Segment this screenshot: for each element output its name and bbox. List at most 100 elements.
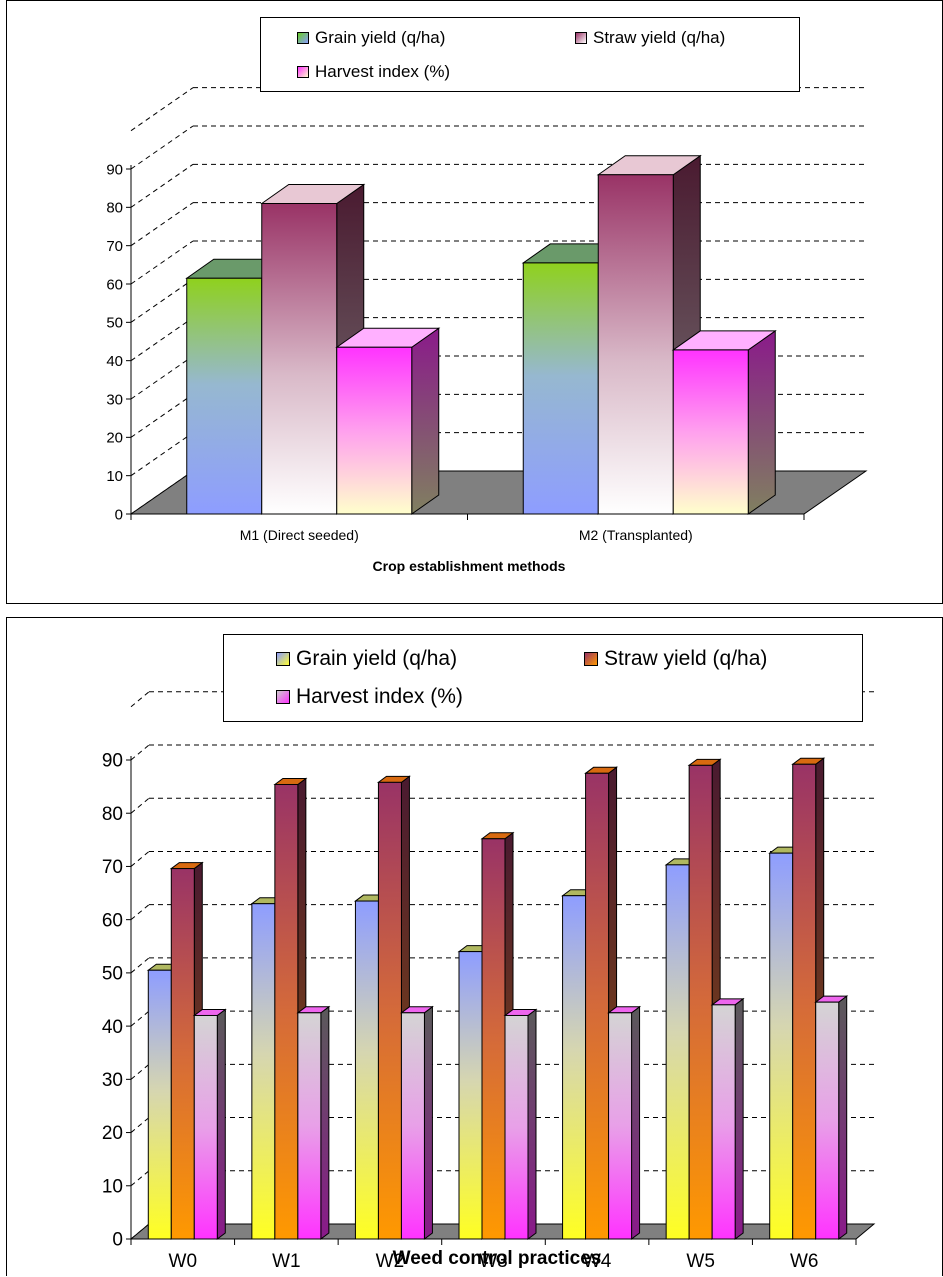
gridline-connector <box>130 393 194 438</box>
gridline-connector <box>130 744 150 761</box>
legend-swatch-grain <box>276 652 290 666</box>
x-tick-label: W2 <box>376 1251 405 1272</box>
bar-front <box>597 174 674 515</box>
bar-front <box>815 1001 840 1240</box>
x-tick-label: M1 (Direct seeded) <box>240 527 359 543</box>
bar-front <box>354 900 379 1240</box>
bar-front <box>711 1004 736 1240</box>
bar-front <box>297 1012 322 1240</box>
legend-swatch-harvest <box>276 690 290 704</box>
legend: Grain yield (q/ha) Straw yield (q/ha) Ha… <box>260 17 800 92</box>
bar-harvest-index-m1-direct-seeded <box>335 327 441 515</box>
y-tick-label: 20 <box>102 1123 123 1144</box>
bar-harvest-index-w0 <box>192 1008 227 1240</box>
y-tick-label: 20 <box>106 430 123 447</box>
y-tick-label: 90 <box>102 751 123 772</box>
bar-front <box>336 346 413 515</box>
bar-front <box>792 763 817 1240</box>
legend-label: Straw yield (q/ha) <box>604 647 768 670</box>
y-tick-label: 80 <box>102 804 123 825</box>
y-tick-label: 80 <box>106 200 123 217</box>
x-tick-label: M2 (Transplanted) <box>579 527 693 543</box>
legend-swatch-straw <box>575 32 587 44</box>
bar-front <box>274 783 299 1240</box>
bar-front <box>769 852 794 1240</box>
chart-panel-crop-establishment: 0 10 20 30 40 50 60 70 80 90 M1 (Direct seeded) M2 … <box>6 0 943 604</box>
bar-side <box>838 995 848 1240</box>
bar-harvest-index-w6 <box>814 995 849 1240</box>
bar-front <box>522 262 599 515</box>
gridline-connector <box>130 1170 150 1187</box>
x-tick-label: W5 <box>686 1251 715 1272</box>
gridline-connector <box>130 87 194 132</box>
bar-side <box>734 997 744 1240</box>
bar-front <box>608 1012 633 1240</box>
legend-item-harvest-index: Harvest index (%) <box>276 685 463 709</box>
y-tick-label: 50 <box>106 315 123 332</box>
bar-side <box>320 1005 330 1240</box>
bar-front <box>481 838 506 1240</box>
legend: Grain yield (q/ha) Straw yield (q/ha) Ha… <box>223 634 863 722</box>
legend-label: Grain yield (q/ha) <box>296 647 458 670</box>
legend-swatch-straw <box>584 652 598 666</box>
x-axis-title: Weed control practices <box>393 1248 602 1269</box>
bar-side <box>631 1005 641 1240</box>
x-tick-label: W6 <box>790 1251 819 1272</box>
y-tick-label: 70 <box>102 857 123 878</box>
bar-front <box>193 1014 218 1240</box>
gridline-connector <box>130 957 150 974</box>
y-tick-label: 30 <box>102 1070 123 1091</box>
y-tick-label: 0 <box>115 506 123 523</box>
chart-crop-establishment: 0 10 20 30 40 50 60 70 80 90 M1 (Direct seeded) M2 … <box>106 87 868 574</box>
chart-panel-weed-control: 0 10 20 30 40 50 60 70 80 90 W0 W1 W2 W3 W4 W5 W6 Weed co… <box>6 617 943 1276</box>
bar-side <box>527 1008 537 1240</box>
gridline-connector <box>130 355 194 400</box>
bar-front <box>400 1012 425 1240</box>
gridline-connector <box>130 125 194 170</box>
x-tick-label: W0 <box>169 1251 198 1272</box>
bar-harvest-index-m2-transplanted <box>671 329 777 515</box>
y-tick-label: 10 <box>102 1176 123 1197</box>
bar-side <box>423 1005 433 1240</box>
y-tick-label: 60 <box>102 910 123 931</box>
bar-harvest-index-w1 <box>296 1005 331 1240</box>
gridline-connector <box>130 904 150 921</box>
gridline-connector <box>130 432 194 477</box>
legend-swatch-harvest <box>297 66 309 78</box>
bar-harvest-index-w2 <box>399 1005 434 1240</box>
gridline-connector <box>130 202 194 247</box>
x-tick-label: W4 <box>583 1251 612 1272</box>
legend-item-straw-yield: Straw yield (q/ha) <box>584 647 767 671</box>
y-tick-label: 40 <box>106 353 123 370</box>
bar-front <box>458 951 483 1240</box>
gridline-connector <box>130 317 194 362</box>
x-tick-label: W3 <box>479 1251 508 1272</box>
bar-front <box>562 895 587 1240</box>
x-axis-title: Crop establishment methods <box>373 558 566 574</box>
bar-front <box>672 349 749 515</box>
bar-front <box>186 277 263 515</box>
legend-label: Straw yield (q/ha) <box>593 28 726 47</box>
gridline-connector <box>130 1117 150 1133</box>
bar-front <box>147 969 172 1240</box>
legend-item-grain-yield: Grain yield (q/ha) <box>297 28 445 48</box>
bar-front <box>377 781 402 1240</box>
bar-side <box>216 1008 226 1240</box>
bar-front <box>170 868 195 1240</box>
legend-label: Harvest index (%) <box>296 685 463 708</box>
y-tick-label: 0 <box>112 1230 123 1251</box>
bar-side <box>747 329 776 515</box>
bar-front <box>251 903 276 1240</box>
legend-item-harvest-index: Harvest index (%) <box>297 62 450 82</box>
bar-front <box>665 864 690 1240</box>
y-tick-label: 40 <box>102 1017 123 1038</box>
y-tick-label: 10 <box>106 468 123 485</box>
bar-front <box>504 1014 529 1240</box>
bar-front <box>261 203 338 515</box>
gridline-connector <box>130 797 150 814</box>
bar-front <box>688 764 713 1240</box>
bar-harvest-index-w5 <box>710 997 745 1240</box>
legend-item-grain-yield: Grain yield (q/ha) <box>276 647 457 671</box>
gridline-connector <box>130 278 194 323</box>
legend-label: Harvest index (%) <box>315 62 451 81</box>
